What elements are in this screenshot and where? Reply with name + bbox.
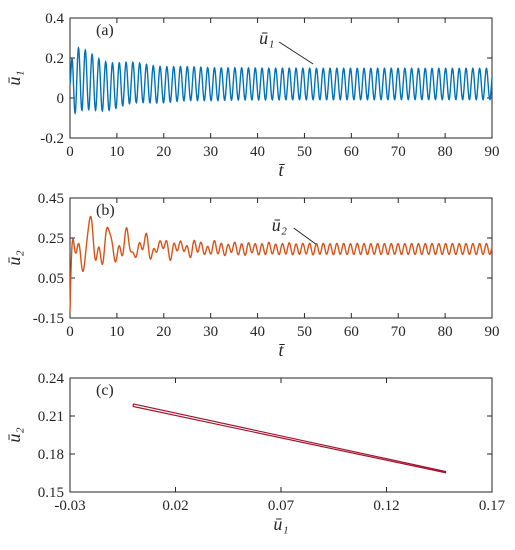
panel-label: (b) (96, 202, 115, 219)
y-tick-label: 0 (57, 91, 65, 107)
x-tick-label: 50 (297, 144, 312, 160)
x-tick-label: 0 (66, 324, 74, 340)
x-tick-label: 10 (109, 144, 124, 160)
series-line-u2 (69, 215, 493, 313)
x-axis-label: ū₁ (273, 514, 288, 534)
panel-label: (c) (96, 382, 114, 399)
x-tick-label: 0 (66, 144, 74, 160)
y-tick-label: 0.4 (45, 11, 64, 27)
annotation-leader (278, 41, 314, 65)
x-tick-label: 70 (391, 324, 406, 340)
x-axis-label: t̄ (278, 340, 285, 360)
phase-portrait-loop (132, 403, 447, 474)
x-tick-label: 40 (250, 144, 265, 160)
plot-frame (69, 377, 493, 493)
plot-frame (69, 197, 493, 319)
x-tick-label: -0.03 (54, 498, 85, 514)
y-tick-label: 0.2 (45, 51, 64, 67)
x-tick-label: 30 (203, 144, 218, 160)
y-axis-label: ū₂ (4, 250, 24, 265)
y-tick-label: -0.15 (33, 311, 64, 327)
y-tick-label: 0.45 (38, 191, 64, 207)
x-tick-label: 0.07 (268, 498, 295, 514)
x-tick-label: 20 (156, 144, 171, 160)
y-tick-label: 0.18 (38, 447, 64, 463)
x-tick-label: 0.17 (479, 498, 506, 514)
x-tick-label: 80 (438, 324, 453, 340)
panel-label: (a) (96, 22, 114, 39)
y-axis-label: ū₂ (4, 427, 24, 442)
x-axis-label: t̄ (278, 160, 285, 180)
x-tick-label: 30 (203, 324, 218, 340)
x-tick-label: 20 (156, 324, 171, 340)
annotation-label: ū₁ (259, 28, 274, 48)
x-tick-label: 80 (438, 144, 453, 160)
y-tick-label: 0.15 (38, 485, 64, 501)
annotation-label: ū₂ (272, 215, 287, 235)
x-tick-label: 50 (297, 324, 312, 340)
y-tick-label: 0.05 (38, 271, 64, 287)
x-tick-label: 0.02 (162, 498, 188, 514)
x-tick-label: 60 (344, 324, 359, 340)
y-tick-label: 0.25 (38, 231, 64, 247)
y-axis-label: ū₁ (4, 70, 24, 85)
x-tick-label: 70 (391, 144, 406, 160)
x-tick-label: 90 (485, 324, 500, 340)
panel-c: -0.03 0.02 0.07 0.12 0.17 0.15 0.18 0.21 0.24 ū₁ ū… (4, 371, 506, 534)
annotation-leader (293, 227, 316, 245)
x-tick-label: 90 (485, 144, 500, 160)
x-tick-label: 40 (250, 324, 265, 340)
panel-b: 0 10 20 30 40 50 60 70 80 90 -0.15 0.05 0.25 0.45 t̄ ū₂… (4, 191, 500, 360)
y-tick-label: 0.24 (38, 371, 65, 387)
y-tick-label: 0.21 (38, 409, 64, 425)
x-tick-label: 10 (109, 324, 124, 340)
series-line-u1 (69, 46, 493, 115)
x-tick-label: 0.12 (373, 498, 399, 514)
x-tick-label: 60 (344, 144, 359, 160)
panel-a: 0 10 20 30 40 50 60 70 80 90-0.200.20.4t̄ū₁(a) ū₁ (4, 11, 500, 180)
y-tick-label: -0.2 (40, 131, 64, 147)
